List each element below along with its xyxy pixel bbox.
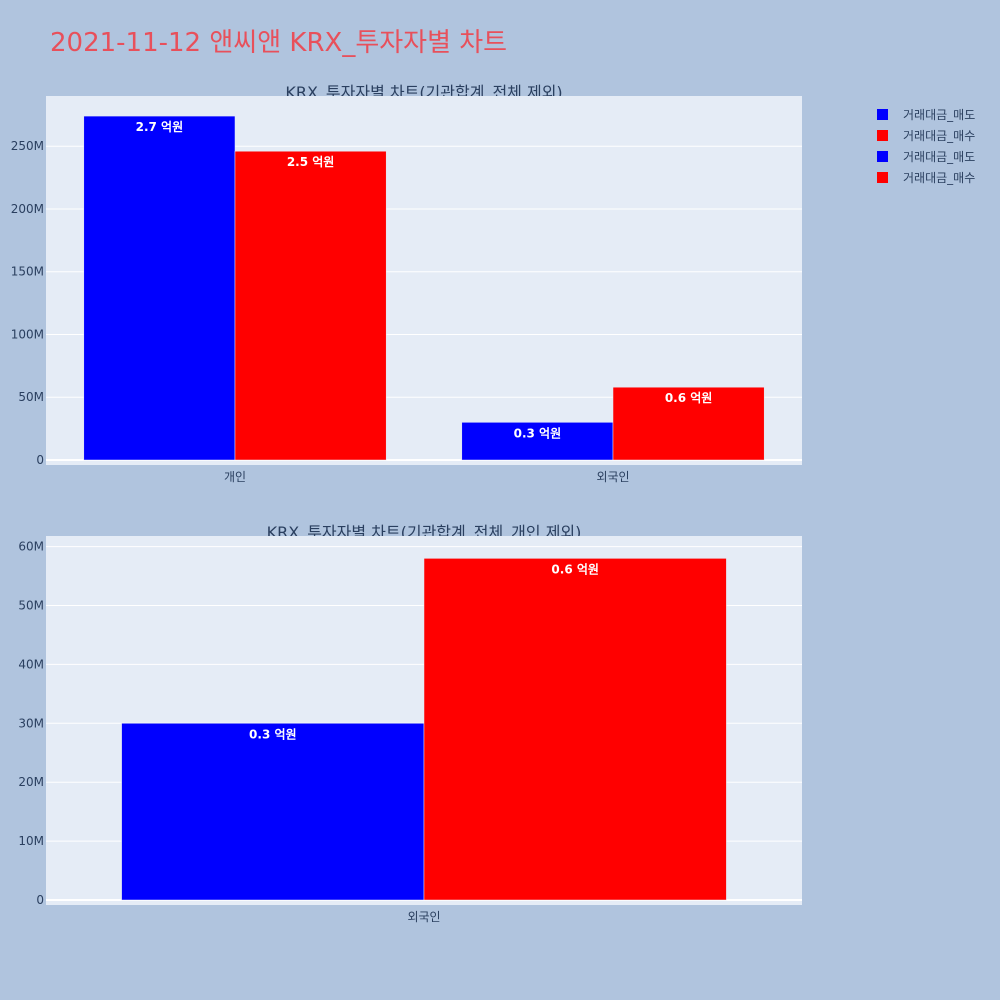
- legend-swatch[interactable]: [877, 130, 888, 141]
- y-tick-label: 0: [36, 893, 44, 907]
- legend-label[interactable]: 거래대금_매수: [903, 171, 975, 185]
- y-tick-label: 60M: [18, 540, 44, 554]
- legend-swatch[interactable]: [877, 109, 888, 120]
- y-tick-label: 100M: [11, 327, 44, 341]
- legend-swatch[interactable]: [877, 172, 888, 183]
- y-tick-label: 40M: [18, 657, 44, 671]
- y-tick-label: 50M: [18, 599, 44, 613]
- y-tick-label: 0: [36, 453, 44, 467]
- bar-sell[interactable]: [83, 115, 236, 461]
- bar-label: 0.3 억원: [249, 727, 297, 741]
- legend-label[interactable]: 거래대금_매도: [903, 108, 975, 122]
- y-tick-label: 10M: [18, 834, 44, 848]
- y-tick-label: 250M: [11, 139, 44, 153]
- y-tick-label: 20M: [18, 775, 44, 789]
- x-tick-label: 외국인: [407, 910, 440, 924]
- page-title: 2021-11-12 앤씨앤 KRX_투자자별 차트: [50, 28, 508, 58]
- y-tick-label: 200M: [11, 202, 44, 216]
- bar-buy[interactable]: [612, 386, 765, 461]
- bar-sell[interactable]: [121, 723, 425, 901]
- bar-label: 2.5 억원: [287, 155, 335, 169]
- y-tick-label: 30M: [18, 716, 44, 730]
- bar-buy[interactable]: [423, 558, 727, 901]
- bar-label: 0.3 억원: [514, 426, 562, 440]
- bar-sell[interactable]: [461, 422, 614, 461]
- bar-label: 0.6 억원: [665, 391, 713, 405]
- bar-buy[interactable]: [234, 150, 387, 461]
- y-tick-label: 50M: [18, 390, 44, 404]
- bar-label: 2.7 억원: [136, 120, 184, 134]
- legend-label[interactable]: 거래대금_매수: [903, 129, 975, 143]
- legend-label[interactable]: 거래대금_매도: [903, 150, 975, 164]
- y-tick-label: 150M: [11, 265, 44, 279]
- x-tick-label: 개인: [224, 470, 246, 484]
- x-tick-label: 외국인: [596, 470, 629, 484]
- bar-label: 0.6 억원: [551, 562, 599, 576]
- legend-swatch[interactable]: [877, 151, 888, 162]
